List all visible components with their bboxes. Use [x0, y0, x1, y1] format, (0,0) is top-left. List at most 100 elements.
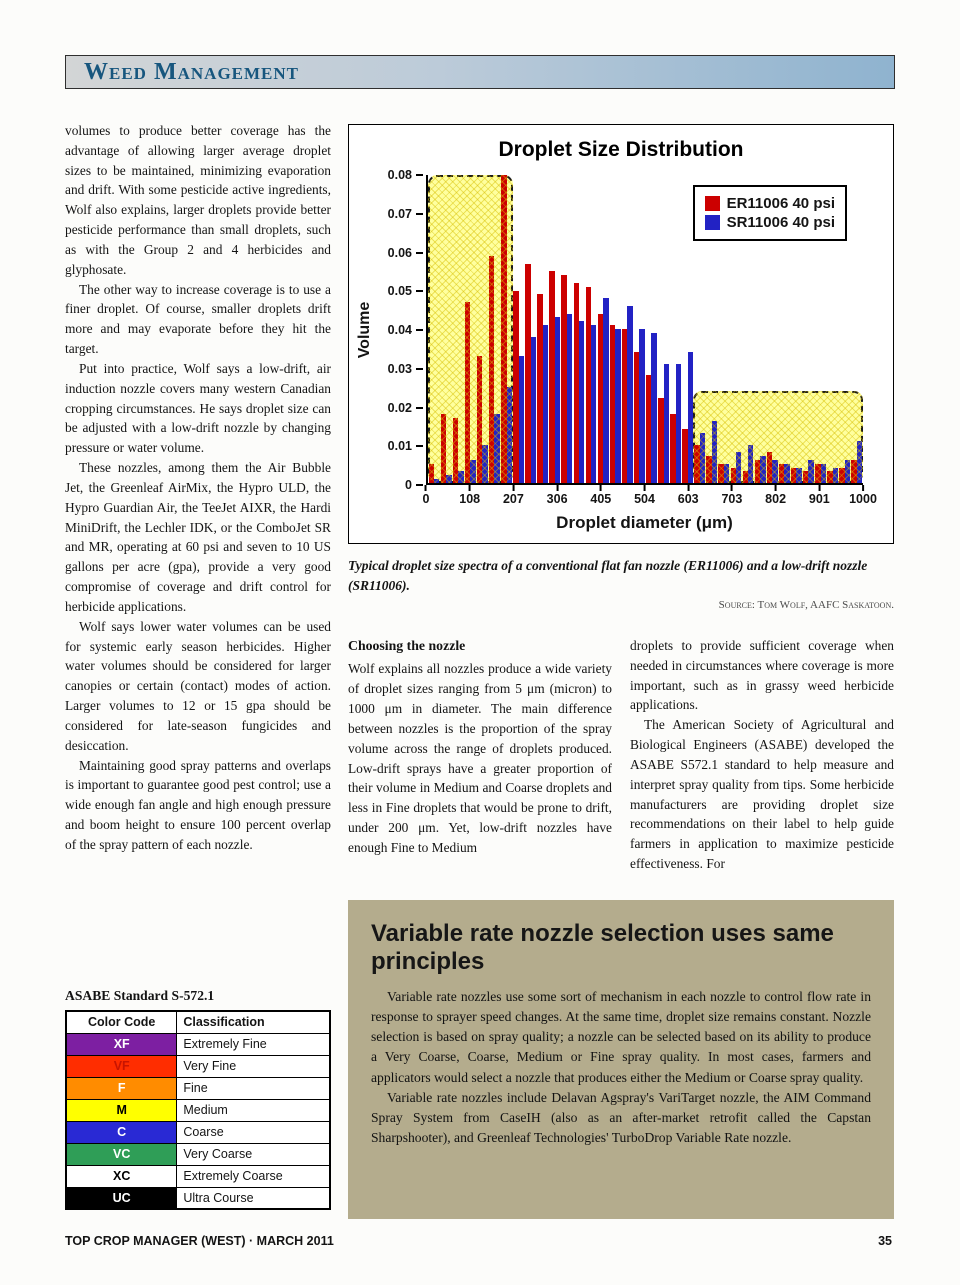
bar	[482, 444, 488, 483]
legend-swatch	[704, 215, 720, 230]
classification-cell: Fine	[176, 1076, 331, 1100]
bar	[494, 413, 500, 483]
bar-group	[597, 175, 609, 483]
bar	[651, 332, 657, 483]
bar	[627, 305, 633, 483]
paragraph: droplets to provide sufficient coverage …	[630, 638, 894, 713]
color-code-cell: VF	[65, 1054, 178, 1078]
page-number: 35	[878, 1234, 892, 1248]
y-axis-tick: 0.02	[387, 400, 412, 415]
left-column: volumes to produce better coverage has t…	[65, 121, 331, 855]
bar	[742, 471, 749, 483]
chart-x-ticks: 0 108 207 306 405 504 603 703 802 901 1000	[423, 485, 877, 507]
chart-bars	[428, 175, 863, 483]
bar	[566, 313, 573, 483]
classification-cell: Very Fine	[176, 1054, 331, 1078]
paragraph: Variable rate nozzles use some sort of m…	[371, 989, 871, 1085]
bar	[591, 325, 597, 483]
bar	[815, 463, 821, 483]
bar-group	[754, 175, 766, 483]
bar	[621, 329, 628, 483]
asabe-table-body: XF Extremely Fine VF Very Fine F Fine M Medium C…	[65, 1032, 331, 1210]
classification-cell: Ultra Course	[176, 1186, 331, 1210]
bar-group	[815, 175, 827, 483]
bar	[711, 421, 718, 483]
bar	[525, 263, 531, 483]
bar	[694, 444, 700, 483]
x-axis-tick: 802	[765, 492, 787, 506]
bar-group	[682, 175, 694, 483]
bar	[718, 463, 724, 483]
bar-group	[500, 175, 512, 483]
bar	[489, 255, 495, 483]
y-axis-tick: 0.07	[387, 206, 412, 221]
chart-plot-area: ER11006 40 psi SR11006 40 psi	[426, 175, 863, 485]
bar	[754, 459, 761, 483]
y-axis-tick: 0.08	[387, 168, 412, 182]
bar	[470, 459, 476, 483]
bar	[501, 175, 507, 483]
bar	[808, 459, 814, 483]
asabe-standard-section: ASABE Standard S-572.1 Color Code Classif…	[65, 988, 331, 1210]
legend-swatch	[704, 196, 720, 211]
classification-cell: Coarse	[176, 1120, 331, 1144]
bar-group	[428, 175, 440, 483]
bar-group	[452, 175, 464, 483]
bar	[549, 271, 555, 483]
bar	[723, 463, 730, 483]
bar	[603, 298, 609, 483]
footer-magazine-name: TOP CROP MANAGER (WEST) · MARCH 2011	[65, 1234, 334, 1248]
bar	[464, 302, 471, 483]
bar	[578, 321, 585, 483]
bar-group	[585, 175, 597, 483]
legend-item: SR11006 40 psi	[704, 214, 835, 231]
bar	[446, 475, 452, 483]
bar-group	[513, 175, 525, 483]
paragraph: The American Society of Agricultural and…	[630, 717, 894, 872]
bar	[730, 467, 736, 483]
bar	[633, 352, 640, 483]
classification-cell: Very Coarse	[176, 1142, 331, 1166]
color-code-cell: XC	[65, 1164, 178, 1188]
bar-group	[476, 175, 488, 483]
table-row: VF Very Fine	[65, 1054, 331, 1078]
x-axis-tick: 703	[721, 492, 743, 506]
color-code-cell: C	[65, 1120, 178, 1144]
bar-group	[645, 175, 657, 483]
bar	[670, 413, 676, 483]
bar-group	[766, 175, 778, 483]
bar-group	[839, 175, 851, 483]
bar-group	[573, 175, 585, 483]
table-row: VC Very Coarse	[65, 1142, 331, 1166]
bar	[766, 452, 773, 483]
bar-group	[790, 175, 802, 483]
color-code-cell: VC	[65, 1142, 178, 1166]
bar	[682, 429, 688, 483]
classification-cell: Medium	[176, 1098, 331, 1122]
paragraph: Variable rate nozzles include Delavan Ag…	[371, 1089, 871, 1145]
table-row: XC Extremely Coarse	[65, 1164, 331, 1188]
bar	[827, 471, 833, 483]
bar-group	[802, 175, 814, 483]
bar	[748, 444, 754, 483]
bar	[615, 329, 621, 483]
bar	[452, 417, 459, 483]
y-axis-tick: 0.03	[387, 361, 412, 376]
bar-group	[670, 175, 682, 483]
bar	[440, 413, 447, 483]
bar-group	[440, 175, 452, 483]
bar-group	[633, 175, 645, 483]
table-row: UC Ultra Course	[65, 1186, 331, 1210]
classification-cell: Extremely Coarse	[176, 1164, 331, 1188]
bar	[803, 471, 809, 483]
bar	[778, 463, 785, 483]
right-column: droplets to provide sufficient coverage …	[630, 636, 894, 874]
table-row: M Medium	[65, 1098, 331, 1122]
chart-x-axis-label: Droplet diameter (μm)	[556, 513, 733, 532]
bar	[609, 325, 616, 483]
bar-group	[488, 175, 500, 483]
color-code-cell: UC	[65, 1186, 178, 1210]
paragraph: These nozzles, among them the Air Bubble…	[65, 460, 331, 614]
bar	[554, 317, 561, 483]
bar	[832, 467, 839, 483]
